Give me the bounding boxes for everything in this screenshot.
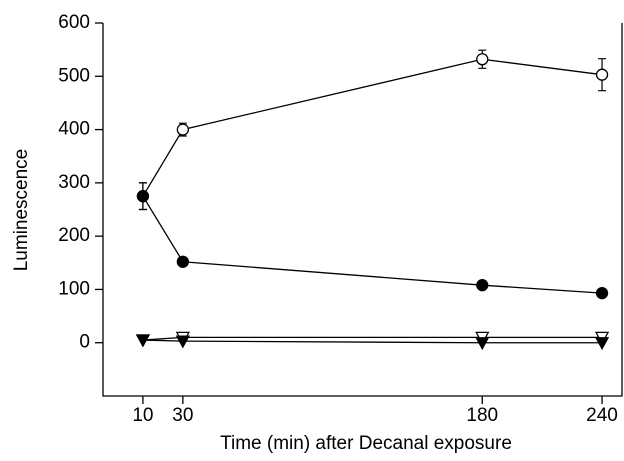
series-line (142, 339, 603, 344)
y-tick-label: 500 (58, 65, 90, 86)
series-line (142, 336, 603, 341)
x-tick-label: 30 (172, 405, 193, 426)
marker (594, 337, 610, 351)
y-tick-label: 400 (58, 119, 90, 140)
y-tick-label: 300 (58, 172, 90, 193)
x-tick-label: 10 (132, 405, 153, 426)
marker (595, 68, 609, 81)
axis-frame (102, 23, 623, 397)
x-tick-label: 180 (466, 405, 498, 426)
y-axis-title: Luminescence (11, 149, 32, 272)
marker (176, 255, 189, 268)
marker (175, 335, 190, 349)
y-tick-label: 0 (79, 332, 90, 353)
y-tick-label: 100 (58, 278, 90, 299)
y-tick-label: 200 (58, 225, 90, 246)
marker (135, 334, 151, 348)
series-line (142, 58, 603, 197)
x-axis-title: Time (min) after Decanal exposure (220, 433, 512, 454)
marker (475, 337, 490, 351)
marker (176, 123, 189, 136)
x-tick-label: 240 (586, 405, 618, 426)
y-tick-label: 600 (58, 12, 90, 33)
marker (476, 279, 489, 292)
marker (136, 190, 150, 203)
marker (595, 287, 609, 300)
series-line (142, 195, 603, 294)
marker (476, 53, 489, 66)
